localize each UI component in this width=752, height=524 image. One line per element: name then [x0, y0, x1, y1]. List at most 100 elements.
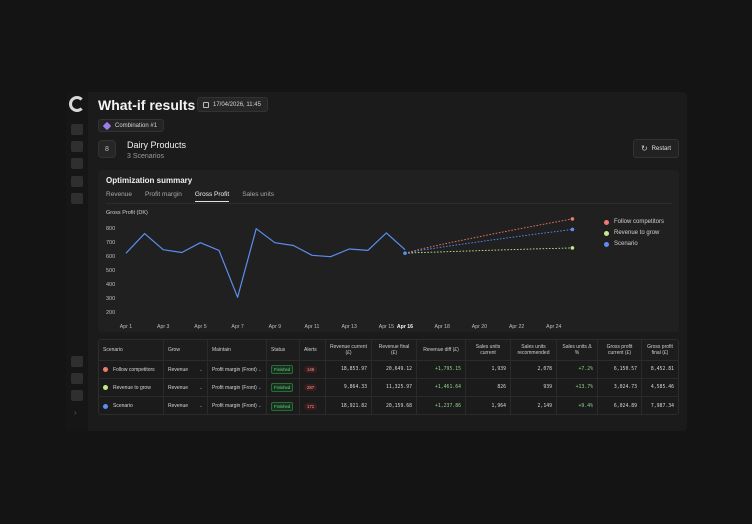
scenario-name: Revenue to grow	[113, 384, 151, 391]
date-chip[interactable]: 17/04/2026, 11:45	[197, 97, 268, 112]
scenario-dot	[103, 403, 108, 409]
date-text: 17/04/2026, 11:45	[213, 101, 261, 108]
tab-profit-margin[interactable]: Profit margin	[145, 191, 182, 198]
col-maintain[interactable]: Maintain	[208, 340, 267, 360]
col-gp-final[interactable]: Gross profit final (£)	[647, 344, 673, 356]
legend-item-follow-competitors[interactable]: Follow competitors	[604, 219, 664, 225]
legend-dot	[604, 219, 609, 225]
summary-title: Optimization summary	[106, 176, 193, 185]
table-row[interactable]: Revenue to grow Revenue ⌄ Profit margin (…	[99, 379, 678, 397]
x-tick-label: Apr 1	[120, 324, 133, 330]
scenario-name: Scenario	[113, 403, 133, 409]
forecast-start-point	[403, 251, 407, 255]
y-axis-label: Gross Profit (DK)	[106, 210, 148, 216]
maintain-value: Profit margin (Front)	[212, 366, 257, 373]
product-icon: 8	[98, 140, 116, 158]
col-units-recommended[interactable]: Sales units recommended	[511, 340, 557, 360]
forecast-line-revenue-to-grow	[404, 247, 573, 254]
scenarios-table: Scenario Grow Maintain Status Alerts Rev…	[98, 339, 679, 415]
units-current: 1,939	[466, 361, 511, 378]
grow-select[interactable]: Revenue ⌄	[164, 397, 208, 414]
col-revenue-current[interactable]: Revenue current (£)	[326, 340, 372, 360]
revenue-current: 9,864.33	[326, 379, 372, 396]
col-alerts[interactable]: Alerts	[300, 340, 326, 360]
nav-icon-6[interactable]	[71, 356, 83, 367]
status-cell: Finished	[267, 379, 300, 396]
app-window: › What-if results 17/04/2026, 11:45 Comb…	[66, 92, 687, 431]
revenue-final: 11,325.97	[372, 379, 417, 396]
units-current: 826	[466, 379, 511, 396]
legend-item-revenue-to-grow[interactable]: Revenue to grow	[604, 230, 664, 236]
table-row[interactable]: Follow competitors Revenue ⌄ Profit margi…	[99, 361, 678, 379]
maintain-select[interactable]: Profit margin (Front) ⌄	[208, 379, 267, 396]
maintain-value: Profit margin (Front)	[212, 384, 257, 391]
x-tick-label: Apr 22	[509, 324, 524, 330]
legend-dot	[604, 230, 609, 236]
page-title: What-if results	[98, 97, 196, 113]
nav-icon-8[interactable]	[71, 390, 83, 401]
gp-current: 6,150.57	[598, 361, 642, 378]
tab-revenue[interactable]: Revenue	[106, 191, 133, 198]
nav-icon-1[interactable]	[71, 124, 83, 135]
alerts-cell[interactable]: 287	[300, 379, 326, 396]
col-units-delta[interactable]: Sales units Δ %	[557, 340, 598, 360]
nav-icon-4[interactable]	[71, 176, 83, 187]
x-tick-label: Apr 7	[231, 324, 244, 330]
nav-icon-5[interactable]	[71, 193, 83, 204]
combination-chip[interactable]: Combination #1	[98, 119, 165, 132]
product-name: Dairy Products	[127, 140, 187, 150]
metric-tabs: Revenue Profit margin Gross Profit Sales…	[106, 191, 287, 202]
units-recommended: 939	[511, 379, 557, 396]
y-tick-label: 400	[106, 282, 115, 288]
scenario-cell: Follow competitors	[99, 361, 164, 378]
col-status[interactable]: Status	[267, 340, 300, 360]
y-tick-label: 800	[106, 226, 115, 232]
x-tick-label: Apr 5	[194, 324, 207, 330]
scenario-name: Follow competitors	[113, 366, 155, 373]
forecast-end-point	[570, 217, 575, 221]
units-current: 1,964	[466, 397, 511, 414]
gross-profit-chart: Gross Profit (DK) 800 700 600 500 400 300 200 Ap…	[106, 210, 575, 330]
col-grow[interactable]: Grow	[164, 340, 208, 360]
y-tick-label: 500	[106, 268, 115, 274]
x-tick-label: Apr 11	[305, 324, 320, 330]
nav-icon-3[interactable]	[71, 158, 83, 169]
grow-select[interactable]: Revenue ⌄	[164, 379, 208, 396]
col-gp-current[interactable]: Gross profit current (£)	[598, 340, 642, 360]
status-badge: Finished	[271, 383, 294, 392]
x-tick-label: Apr 18	[435, 324, 450, 330]
maintain-select[interactable]: Profit margin (Front) ⌄	[208, 397, 267, 414]
scenario-dot	[103, 385, 108, 390]
col-scenario[interactable]: Scenario	[99, 340, 164, 360]
tab-sales-units[interactable]: Sales units	[242, 191, 274, 198]
y-tick-label: 300	[106, 296, 115, 302]
tabs-divider	[106, 203, 672, 204]
chevron-down-icon: ⌄	[198, 384, 203, 391]
chevron-down-icon: ⌄	[198, 403, 203, 409]
chevron-right-icon[interactable]: ›	[74, 408, 77, 417]
scenario-history-line	[125, 228, 406, 298]
forecast-line-follow-competitors	[404, 218, 573, 254]
scenario-cell: Scenario	[99, 397, 164, 414]
table-header: Scenario Grow Maintain Status Alerts Rev…	[99, 340, 678, 361]
units-delta: +9.4%	[557, 397, 598, 414]
col-units-current[interactable]: Sales units current	[466, 340, 511, 360]
col-revenue-final[interactable]: Revenue final (£)	[372, 340, 417, 360]
tab-gross-profit[interactable]: Gross Profit	[194, 191, 230, 202]
maintain-value: Profit margin (Front)	[212, 403, 257, 409]
units-recommended: 2,078	[511, 361, 557, 378]
maintain-select[interactable]: Profit margin (Front) ⌄	[208, 361, 267, 378]
alerts-cell[interactable]: 146	[300, 361, 326, 378]
grow-value: Revenue	[168, 384, 189, 391]
nav-icon-7[interactable]	[71, 373, 83, 384]
legend-item-scenario[interactable]: Scenario	[604, 241, 664, 247]
forecast-end-point	[570, 227, 575, 232]
restart-button[interactable]: ↻ Restart	[633, 139, 679, 158]
x-tick-label: Apr 13	[342, 324, 357, 330]
alerts-cell[interactable]: 171	[300, 397, 326, 414]
grow-value: Revenue	[168, 403, 189, 409]
col-revenue-diff[interactable]: Revenue diff (£)	[417, 340, 466, 360]
table-row[interactable]: Scenario Revenue ⌄ Profit margin (Front) ⌄…	[99, 397, 678, 414]
grow-select[interactable]: Revenue ⌄	[164, 361, 208, 378]
nav-icon-2[interactable]	[71, 141, 83, 152]
